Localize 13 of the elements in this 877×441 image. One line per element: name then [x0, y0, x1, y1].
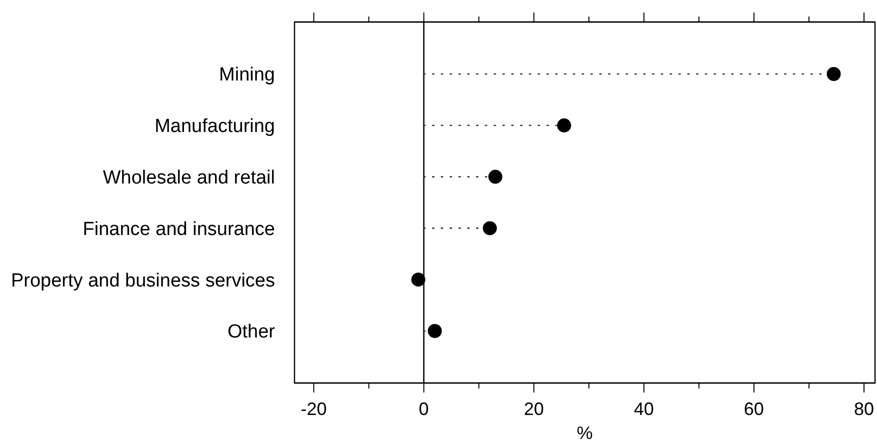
- y-tick-label: Wholesale and retail: [102, 167, 275, 188]
- y-tick-label: Other: [227, 322, 276, 343]
- x-tick-label: -20: [300, 399, 327, 419]
- y-tick-label: Finance and insurance: [82, 218, 275, 240]
- x-axis-title: %: [576, 423, 593, 441]
- x-tick-label: 80: [854, 399, 874, 419]
- x-tick-label: 20: [524, 399, 544, 419]
- x-tick-label: 0: [418, 399, 429, 419]
- y-tick-label: Manufacturing: [154, 116, 275, 138]
- y-tick-label: Mining: [219, 64, 275, 86]
- x-tick-label: 60: [744, 399, 764, 419]
- y-tick-label: Property and business services: [10, 270, 275, 292]
- x-tick-label: 40: [634, 399, 654, 419]
